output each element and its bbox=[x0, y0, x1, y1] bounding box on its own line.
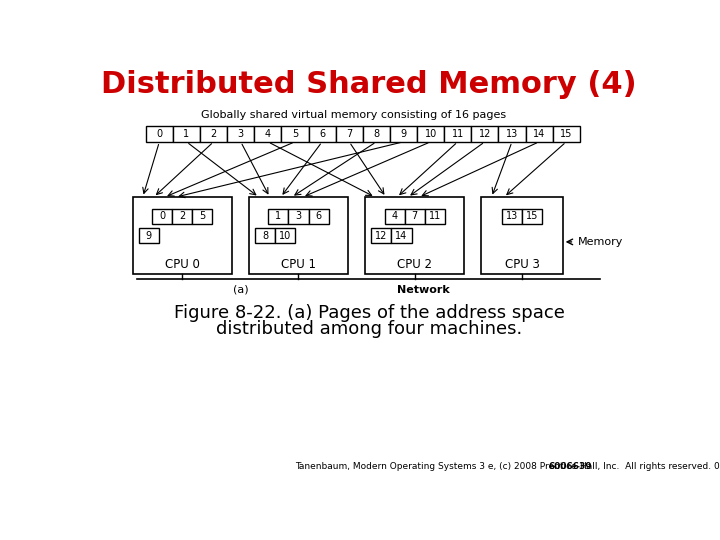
Bar bbox=[425, 209, 445, 224]
Bar bbox=[553, 126, 580, 142]
Bar bbox=[502, 209, 522, 224]
Text: 7: 7 bbox=[412, 212, 418, 221]
Bar bbox=[365, 197, 464, 274]
Bar bbox=[152, 209, 172, 224]
Text: 8: 8 bbox=[373, 129, 379, 139]
Bar bbox=[249, 197, 348, 274]
Text: 14: 14 bbox=[533, 129, 545, 139]
Bar bbox=[472, 126, 498, 142]
Text: 12: 12 bbox=[375, 231, 387, 241]
Text: Figure 8-22. (a) Pages of the address space: Figure 8-22. (a) Pages of the address sp… bbox=[174, 303, 564, 322]
Text: Memory: Memory bbox=[578, 237, 624, 247]
Bar bbox=[309, 126, 336, 142]
Bar bbox=[173, 126, 200, 142]
Text: 6: 6 bbox=[315, 212, 322, 221]
Text: 6006639: 6006639 bbox=[549, 462, 593, 471]
Text: Network: Network bbox=[397, 285, 449, 295]
Text: CPU 2: CPU 2 bbox=[397, 259, 432, 272]
Text: 9: 9 bbox=[400, 129, 407, 139]
Bar bbox=[384, 209, 405, 224]
Text: Globally shared virtual memory consisting of 16 pages: Globally shared virtual memory consistin… bbox=[201, 110, 506, 120]
Bar bbox=[336, 126, 363, 142]
Bar bbox=[255, 228, 275, 244]
Text: 9: 9 bbox=[146, 231, 152, 241]
Text: distributed among four machines.: distributed among four machines. bbox=[216, 320, 522, 338]
Text: 0: 0 bbox=[159, 212, 165, 221]
Text: 2: 2 bbox=[210, 129, 217, 139]
Bar bbox=[269, 209, 289, 224]
Text: CPU 3: CPU 3 bbox=[505, 259, 539, 272]
Text: 0: 0 bbox=[156, 129, 163, 139]
Bar bbox=[132, 197, 232, 274]
Text: Tanenbaum, Modern Operating Systems 3 e, (c) 2008 Prentice-Hall, Inc.  All right: Tanenbaum, Modern Operating Systems 3 e,… bbox=[294, 462, 720, 471]
Text: 4: 4 bbox=[265, 129, 271, 139]
Text: 10: 10 bbox=[425, 129, 437, 139]
Bar bbox=[254, 126, 282, 142]
Text: CPU 1: CPU 1 bbox=[281, 259, 316, 272]
Text: 3: 3 bbox=[295, 212, 302, 221]
Text: 8: 8 bbox=[262, 231, 269, 241]
Bar bbox=[228, 126, 254, 142]
Text: 5: 5 bbox=[292, 129, 298, 139]
Bar bbox=[282, 126, 309, 142]
Bar bbox=[145, 126, 173, 142]
Bar bbox=[363, 126, 390, 142]
Text: 11: 11 bbox=[451, 129, 464, 139]
Bar bbox=[390, 126, 417, 142]
Text: 10: 10 bbox=[279, 231, 292, 241]
Bar bbox=[526, 126, 553, 142]
Text: 13: 13 bbox=[506, 129, 518, 139]
Text: 6: 6 bbox=[319, 129, 325, 139]
Text: Distributed Shared Memory (4): Distributed Shared Memory (4) bbox=[102, 70, 636, 98]
Bar bbox=[139, 228, 159, 244]
Text: CPU 0: CPU 0 bbox=[165, 259, 199, 272]
Text: 13: 13 bbox=[506, 212, 518, 221]
Bar bbox=[192, 209, 212, 224]
Text: 11: 11 bbox=[428, 212, 441, 221]
Bar bbox=[498, 126, 526, 142]
Text: 15: 15 bbox=[526, 212, 539, 221]
Bar bbox=[289, 209, 309, 224]
Text: 1: 1 bbox=[275, 212, 282, 221]
Text: 7: 7 bbox=[346, 129, 352, 139]
Text: 12: 12 bbox=[479, 129, 491, 139]
Text: 4: 4 bbox=[392, 212, 397, 221]
Bar bbox=[405, 209, 425, 224]
Text: 15: 15 bbox=[560, 129, 572, 139]
Bar bbox=[275, 228, 295, 244]
Text: (a): (a) bbox=[233, 285, 249, 295]
Bar bbox=[392, 228, 412, 244]
Text: 1: 1 bbox=[184, 129, 189, 139]
Text: 2: 2 bbox=[179, 212, 185, 221]
Bar bbox=[172, 209, 192, 224]
Text: 14: 14 bbox=[395, 231, 408, 241]
Bar bbox=[372, 228, 392, 244]
Text: 3: 3 bbox=[238, 129, 244, 139]
Text: 5: 5 bbox=[199, 212, 205, 221]
Bar bbox=[417, 126, 444, 142]
Bar bbox=[309, 209, 329, 224]
Bar bbox=[200, 126, 228, 142]
Bar bbox=[482, 197, 563, 274]
Bar bbox=[444, 126, 472, 142]
Bar bbox=[522, 209, 542, 224]
